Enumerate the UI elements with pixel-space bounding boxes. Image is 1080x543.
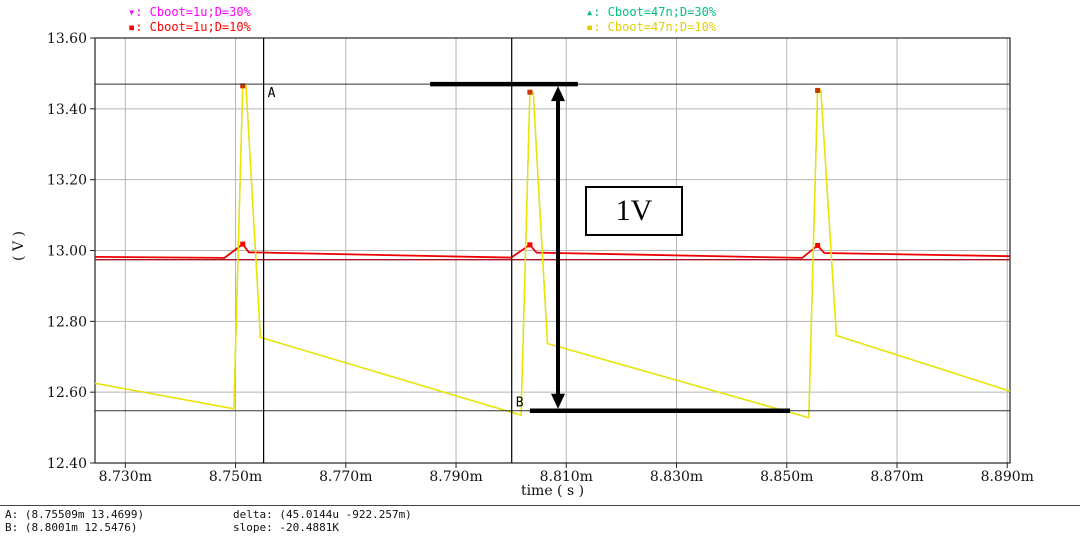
x-axis-title: time ( s ) <box>520 483 585 499</box>
y-tick-label: 13.20 <box>47 173 87 189</box>
x-tick-label: 8.810m <box>540 469 593 485</box>
y-tick-label: 13.00 <box>47 244 87 260</box>
x-tick-label: 8.870m <box>870 469 923 485</box>
legend-marker-icon: ▪ <box>128 20 136 34</box>
y-tick-label: 13.40 <box>47 102 87 118</box>
marker-readout: A: (8.75509m 13.4699) delta: (45.0144u -… <box>0 505 1080 534</box>
y-tick-label: 12.60 <box>47 385 87 401</box>
legend-item[interactable]: ▪: Cboot=47n;D=10% <box>586 20 716 35</box>
legend-marker-icon: ▪ <box>586 20 594 34</box>
x-tick-label: 8.850m <box>760 469 813 485</box>
delta-voltage-label: 1V <box>585 186 683 236</box>
delta-arrow-head-up <box>551 86 566 102</box>
legend-item-label: : Cboot=1u;D=30% <box>135 5 251 19</box>
x-tick-label: 8.770m <box>319 469 372 485</box>
legend-item[interactable]: ▪: Cboot=1u;D=10% <box>128 20 251 35</box>
x-tick-label: 8.790m <box>429 469 482 485</box>
trace-marker-cboot-1u-d10 <box>815 243 821 249</box>
slope-readout: slope: -20.4881K <box>233 521 339 534</box>
y-tick-label: 12.40 <box>47 456 87 472</box>
legend-item-label: : Cboot=47n;D=30% <box>593 5 717 19</box>
trace-marker-cboot-1u-d10 <box>527 242 533 248</box>
y-tick-label: 12.80 <box>47 314 87 330</box>
trace-marker-cboot-47n-d10 <box>240 83 246 89</box>
legend-item-label: : Cboot=47n;D=10% <box>593 20 717 34</box>
trace-marker-cboot-47n-d10 <box>527 89 533 95</box>
delta-voltage-text: 1V <box>615 194 653 227</box>
trace-marker-cboot-1u-d10 <box>240 241 246 247</box>
cursor-b-label: B <box>516 396 524 411</box>
legend-marker-icon: ▾ <box>128 5 136 19</box>
legend-item-label: : Cboot=1u;D=10% <box>135 20 251 34</box>
marker-a-readout: A: (8.75509m 13.4699) <box>5 508 145 521</box>
legend-right: ▴: Cboot=47n;D=30% ▪: Cboot=47n;D=10% <box>586 5 716 35</box>
legend-marker-icon: ▴ <box>586 5 594 19</box>
marker-b-readout: B: (8.8001m 12.5476) <box>5 521 138 534</box>
delta-arrow-head-down <box>551 393 566 409</box>
cursor-a-label: A <box>268 86 276 101</box>
x-tick-label: 8.830m <box>650 469 703 485</box>
delta-readout: delta: (45.0144u -922.257m) <box>233 508 412 521</box>
x-tick-label: 8.730m <box>99 469 152 485</box>
trace-marker-cboot-47n-d10 <box>815 87 821 93</box>
x-tick-label: 8.750m <box>209 469 262 485</box>
legend-item[interactable]: ▾: Cboot=1u;D=30% <box>128 5 251 20</box>
readout-row-a: A: (8.75509m 13.4699) delta: (45.0144u -… <box>0 508 1080 521</box>
legend-item[interactable]: ▴: Cboot=47n;D=30% <box>586 5 716 20</box>
plot-frame <box>94 37 1011 464</box>
legend-left: ▾: Cboot=1u;D=30% ▪: Cboot=1u;D=10% <box>128 5 251 35</box>
x-tick-label: 8.890m <box>981 469 1034 485</box>
readout-row-b: B: (8.8001m 12.5476) slope: -20.4881K <box>0 521 1080 534</box>
y-tick-label: 13.60 <box>47 31 87 47</box>
y-axis-title: ( V ) <box>10 231 27 261</box>
